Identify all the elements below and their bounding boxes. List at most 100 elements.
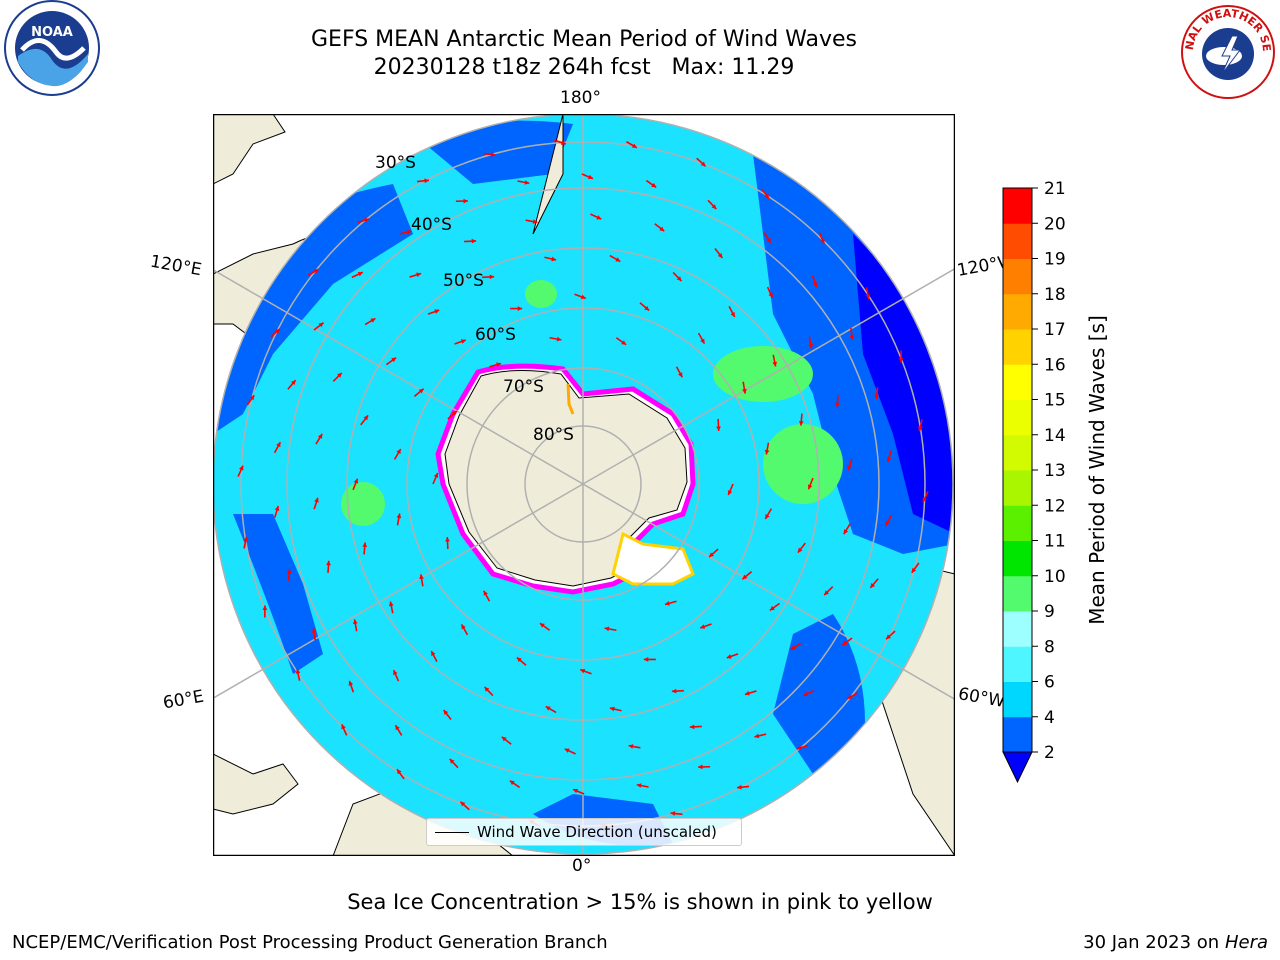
wind-wave-arrowhead: [870, 582, 876, 588]
wind-wave-arrowhead: [276, 442, 281, 448]
wind-wave-arrowhead: [560, 140, 566, 145]
wind-wave-arrowhead: [357, 271, 363, 277]
noaa-logo-text: NOAA: [31, 25, 73, 40]
wind-wave-arrowhead: [336, 372, 342, 378]
wind-wave-arrowhead: [754, 733, 760, 739]
wind-wave-arrowhead: [445, 537, 450, 542]
wind-wave-arrowhead: [419, 574, 424, 580]
wind-wave-arrowhead: [406, 229, 412, 235]
wind-wave-arrowhead: [416, 272, 422, 278]
wind-wave-arrowhead: [803, 691, 809, 697]
wind-wave-arrowhead: [545, 706, 551, 711]
colorbar-swatch: [1003, 611, 1032, 647]
colorbar-tick-label: 9: [1044, 602, 1055, 622]
colorbar-tick-label: 4: [1044, 708, 1055, 728]
wind-wave-arrowhead: [615, 257, 621, 262]
legend: Wind Wave Direction (unscaled): [426, 818, 742, 846]
wind-wave-arrowhead: [664, 601, 670, 606]
wind-wave-arrowhead: [489, 274, 495, 280]
wind-wave-arrowhead: [643, 657, 649, 662]
wind-wave-arrowhead: [363, 415, 369, 421]
wind-wave-arrowhead: [911, 567, 917, 573]
wind-wave-arrowhead: [797, 547, 803, 553]
wind-wave-arrows: [237, 139, 929, 829]
wind-wave-arrowhead: [596, 215, 602, 220]
wind-wave-arrowhead: [295, 668, 301, 674]
colorbar-swatch: [1003, 505, 1032, 541]
colorbar-swatch: [1003, 258, 1032, 295]
colorbar-tick-label: 10: [1044, 567, 1066, 587]
wind-wave-arrowhead: [885, 520, 890, 526]
wind-wave-arrowhead: [364, 218, 370, 223]
wind-wave-arrowhead: [678, 372, 683, 378]
wind-wave-arrowhead: [765, 513, 770, 519]
lat-label-70s: 70°S: [503, 377, 544, 397]
footer-left: NCEP/EMC/Verification Post Processing Pr…: [12, 932, 608, 953]
wind-wave-arrowhead: [501, 736, 507, 742]
wind-wave-arrowhead: [370, 318, 376, 323]
lat-label-80s: 80°S: [533, 425, 574, 445]
wind-wave-arrowhead: [262, 605, 268, 610]
title-line-2: 20230128 t18z 264h fcst Max: 11.29: [373, 55, 795, 80]
wind-wave-arrowhead: [886, 457, 892, 462]
legend-label: Wind Wave Direction (unscaled): [477, 823, 717, 841]
wind-wave-arrowhead: [824, 590, 830, 596]
lat-label-40s: 40°S: [411, 215, 452, 235]
wind-wave-arrowhead: [490, 152, 496, 157]
wind-wave-arrowhead: [843, 529, 849, 535]
colorbar-swatch: [1003, 329, 1032, 365]
wind-wave-arrowhead: [716, 426, 721, 431]
wind-wave-arrowhead: [564, 748, 570, 753]
wind-wave-arrowhead: [922, 497, 927, 503]
wind-wave-arrowhead: [551, 256, 557, 262]
lat-label-30s: 30°S: [375, 153, 416, 173]
colorbar-swatch: [1003, 223, 1032, 259]
wind-wave-arrowhead: [275, 328, 280, 334]
wind-wave-arrowhead: [460, 801, 466, 807]
wind-wave-arrowhead: [239, 465, 244, 471]
wind-wave-arrowhead: [434, 309, 440, 314]
colorbar-swatch: [1003, 646, 1032, 682]
wind-wave-arrowhead: [717, 253, 723, 258]
colorbar-tick-label: 2: [1044, 743, 1055, 763]
nws-logo-icon: NATIONAL WEATHER SERVICE: [1171, 0, 1280, 100]
lon-label-180: 180°: [560, 88, 601, 108]
colorbar-swatch: [1003, 470, 1032, 506]
colorbar-tick-label: 16: [1044, 355, 1066, 375]
colorbar-tick-label: 18: [1044, 285, 1066, 305]
wind-wave-arrowhead: [314, 497, 319, 503]
colorbar-tick-label: 8: [1044, 637, 1055, 657]
colorbar-swatch: [1003, 681, 1032, 718]
wind-wave-arrowhead: [460, 339, 466, 344]
wind-wave-arrowhead: [451, 410, 457, 416]
wind-wave-arrowhead: [727, 490, 733, 496]
wind-wave-arrowhead: [689, 724, 695, 730]
wind-wave-arrowhead: [671, 688, 677, 694]
wind-wave-arrowhead: [769, 605, 775, 611]
wind-wave-arrowhead: [539, 623, 545, 628]
colorbar-tick-label: 19: [1044, 250, 1066, 270]
wind-wave-arrowhead: [698, 764, 703, 770]
wind-wave-arrowhead: [556, 336, 562, 342]
wind-wave-arrowhead: [573, 788, 579, 794]
wind-wave-arrowhead: [396, 449, 401, 455]
wind-wave-arrowhead: [847, 694, 853, 699]
wind-wave-arrowhead: [917, 426, 923, 432]
wind-wave-arrowhead: [587, 174, 593, 180]
wind-wave-arrowhead: [621, 340, 627, 345]
wind-wave-arrowhead: [726, 654, 732, 659]
wind-wave-arrowhead: [631, 143, 637, 148]
footer-date: 30 Jan 2023 on: [1083, 932, 1225, 953]
colorbar-tick-label: 13: [1044, 461, 1066, 481]
wind-wave-arrowhead: [865, 294, 871, 300]
wind-wave-arrowhead: [317, 433, 323, 439]
wind-wave-arrowhead: [424, 178, 429, 184]
wind-wave-arrowhead: [651, 182, 657, 188]
wind-wave-arrowhead: [790, 645, 796, 650]
wind-wave-arrowhead: [433, 472, 439, 478]
colorbar-tick-label: 20: [1044, 214, 1066, 234]
wind-wave-arrowhead: [700, 161, 706, 167]
wind-wave-arrowhead: [670, 811, 676, 816]
colorbar-swatch: [1003, 399, 1032, 436]
wind-wave-arrowhead: [659, 226, 665, 232]
